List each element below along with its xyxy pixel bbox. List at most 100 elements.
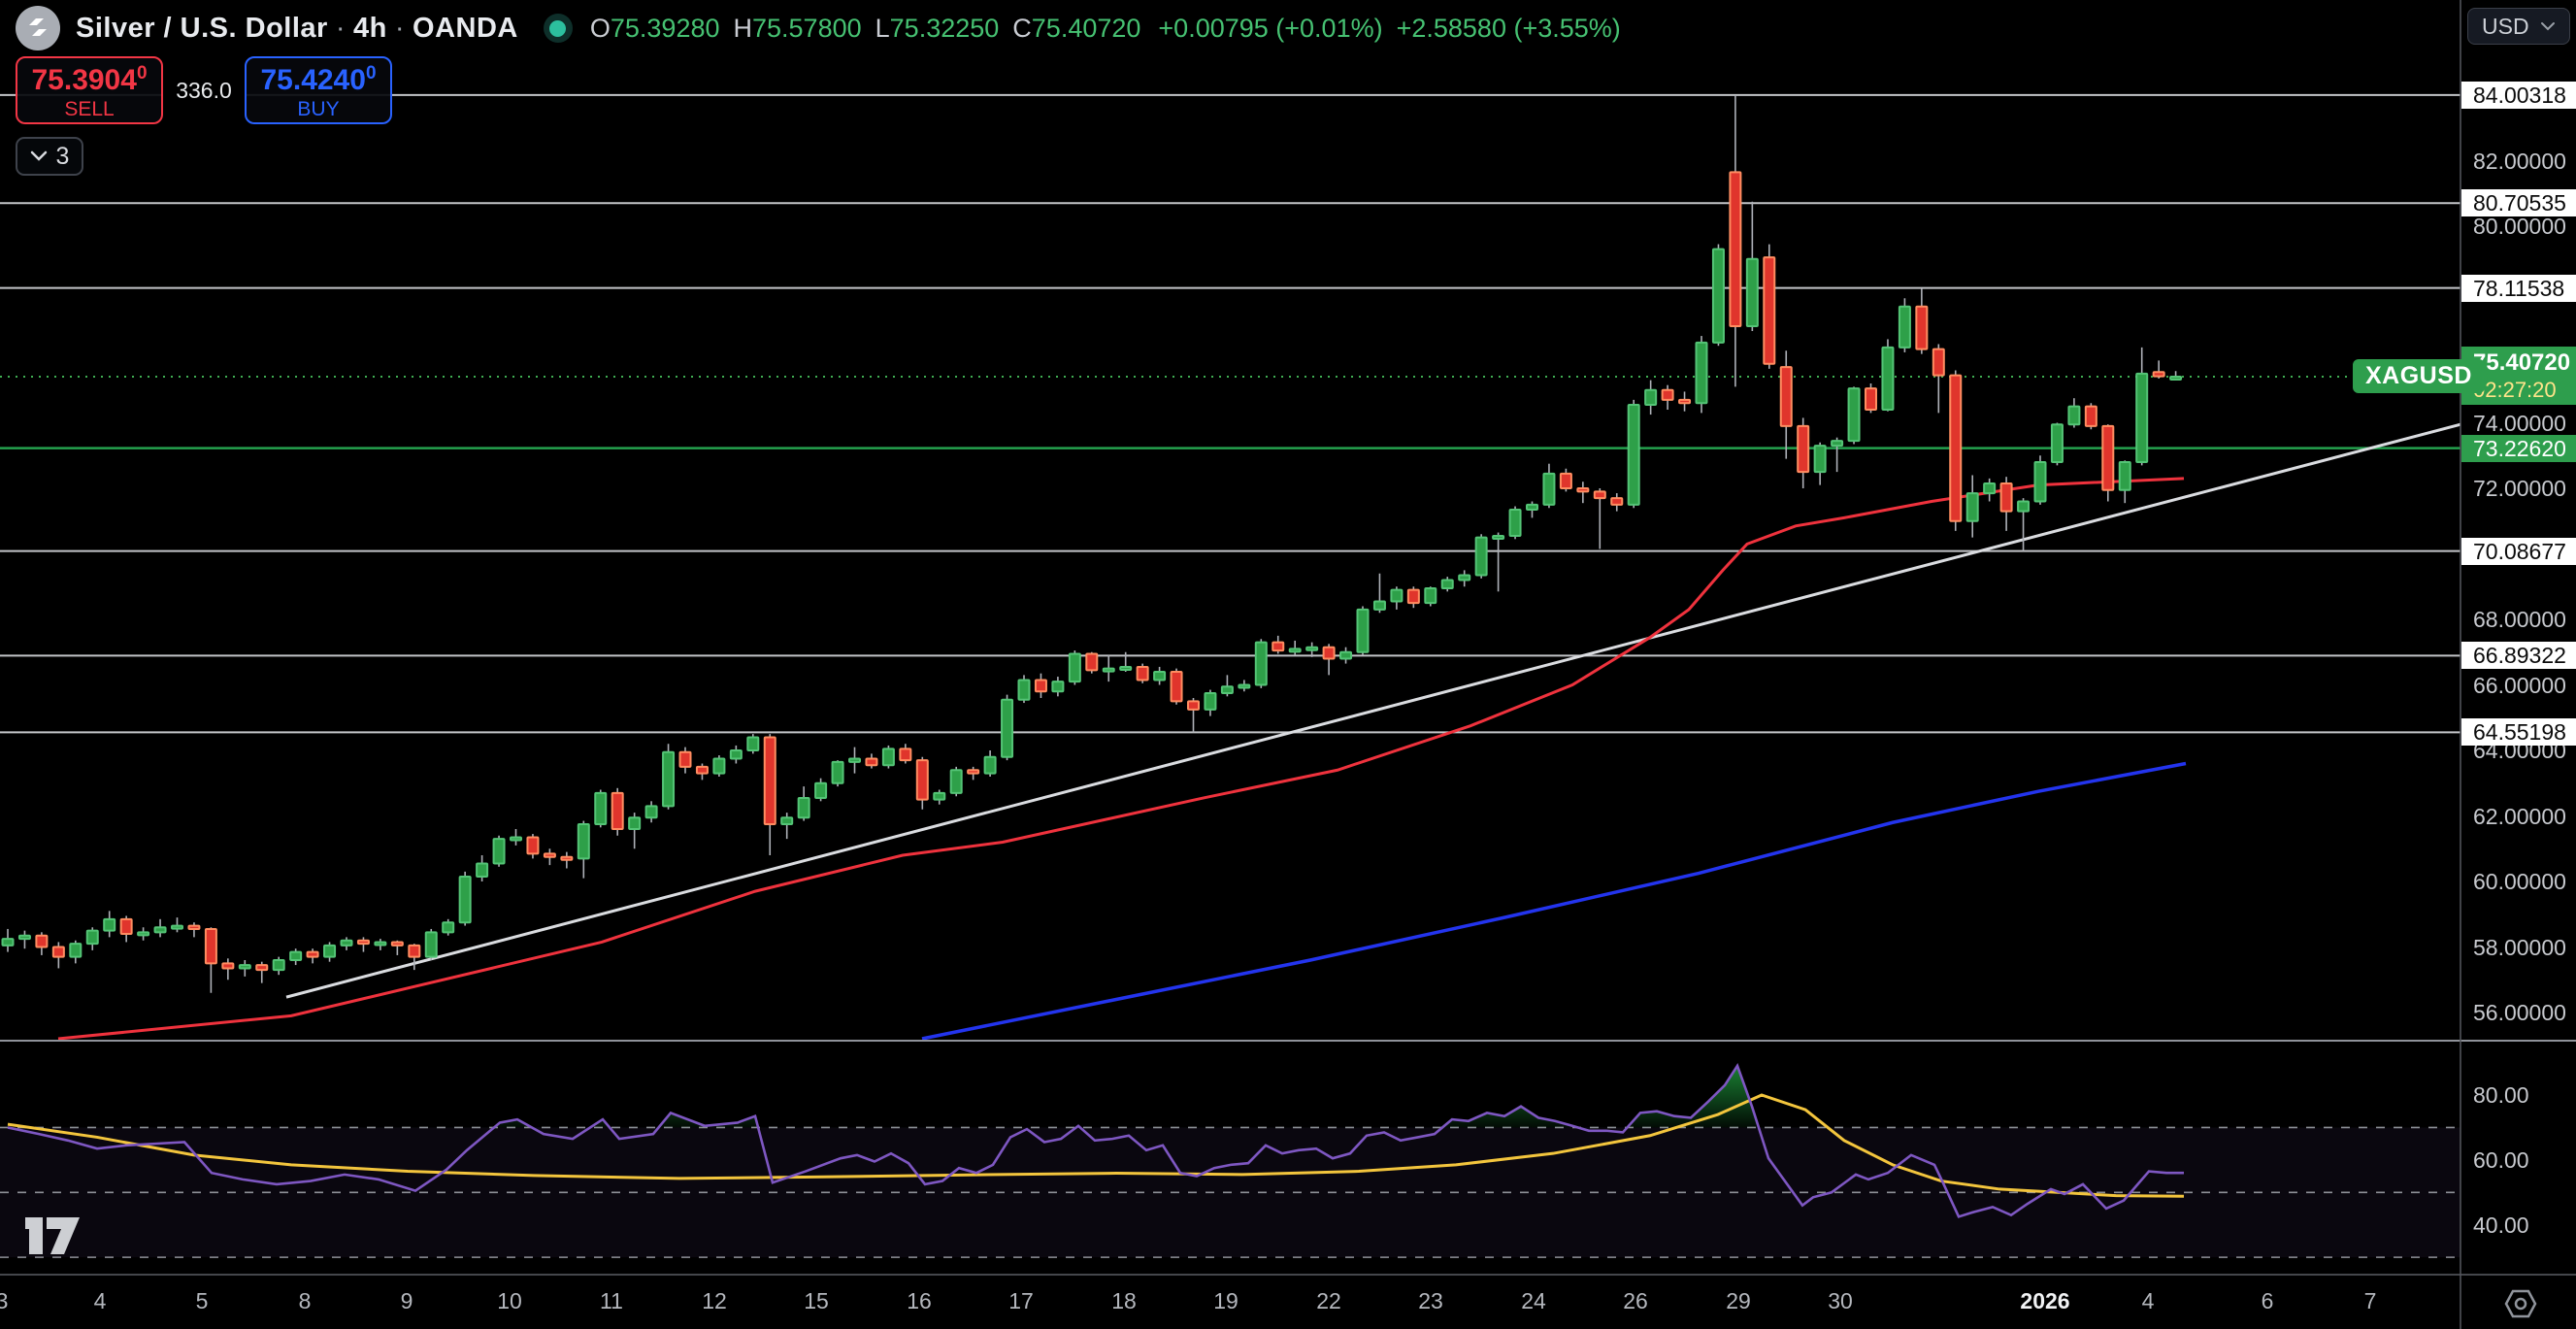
candle-down bbox=[1170, 671, 1183, 703]
candle-up bbox=[458, 875, 472, 924]
time-axis[interactable]: 3 4 5 8 9 10 11 12 15 16 17 18 19 22 23 24 26 29 30 2026 4 6 7 bbox=[0, 1276, 2461, 1329]
candle-up bbox=[1492, 534, 1505, 540]
candle-up bbox=[662, 750, 676, 808]
time-label: 5 bbox=[195, 1288, 209, 1313]
hexagon-settings-icon[interactable] bbox=[2502, 1285, 2539, 1322]
candle-up bbox=[476, 862, 489, 878]
instrument-logo-icon bbox=[16, 6, 60, 50]
candle-up bbox=[2050, 423, 2064, 463]
session-change-value: +2.58580 (+3.55%) bbox=[1396, 13, 1621, 43]
time-label: 24 bbox=[1521, 1288, 1546, 1313]
rsi-tick-label: 60.00 bbox=[2473, 1146, 2529, 1173]
candle-up bbox=[577, 822, 590, 860]
candle-up bbox=[1644, 388, 1658, 406]
main-pane[interactable] bbox=[0, 93, 2460, 1041]
candle-up bbox=[1204, 691, 1217, 711]
candle-up bbox=[1983, 482, 1997, 495]
sell-button[interactable]: 75.39040 SELL bbox=[16, 56, 163, 124]
candle-down bbox=[255, 964, 269, 972]
candle-up bbox=[1508, 508, 1522, 537]
price-tick-label: 56.00000 bbox=[2473, 1000, 2566, 1025]
time-label: 19 bbox=[1213, 1288, 1238, 1313]
separator: · bbox=[335, 12, 346, 44]
candle-up bbox=[510, 836, 522, 842]
candle-up bbox=[881, 748, 895, 767]
current-price-value: 75.40720 bbox=[2473, 349, 2571, 376]
candle-down bbox=[611, 791, 624, 830]
price-tick-label: 72.00000 bbox=[2473, 476, 2566, 501]
blue-ma-line bbox=[921, 761, 2187, 1041]
sr-price-label: 80.70535 bbox=[2461, 189, 2576, 217]
candle-down bbox=[1593, 490, 1606, 500]
candle-down bbox=[306, 950, 319, 958]
market-open-status-icon[interactable] bbox=[543, 14, 573, 43]
candle-up bbox=[644, 805, 658, 819]
candle-up bbox=[712, 757, 726, 775]
candle-up bbox=[1965, 492, 1979, 522]
candle-up bbox=[1813, 445, 1827, 474]
green-level-price-label: 73.22620 bbox=[2461, 434, 2576, 462]
candle-up bbox=[289, 950, 303, 961]
sr-price-label: 64.55198 bbox=[2461, 718, 2576, 747]
price-axis[interactable]: 82.0000080.0000076.0000074.0000072.00000… bbox=[2461, 0, 2576, 1275]
buy-button[interactable]: 75.42400 BUY bbox=[245, 56, 392, 124]
symbol-title[interactable]: Silver / U.S. Dollar · 4h · OANDA bbox=[76, 13, 518, 45]
candle-down bbox=[1085, 652, 1099, 672]
candle-down bbox=[119, 917, 133, 935]
time-label: 10 bbox=[497, 1288, 522, 1313]
candle-up bbox=[153, 926, 167, 934]
time-label: 4 bbox=[93, 1288, 107, 1313]
candle-down bbox=[1797, 424, 1810, 474]
spread-value: 336.0 bbox=[163, 74, 245, 107]
candle-up bbox=[1745, 257, 1759, 327]
open-value: 75.39280 bbox=[610, 13, 720, 43]
white-trendline bbox=[285, 422, 2460, 999]
candle-up bbox=[1526, 503, 1538, 511]
time-label: 4 bbox=[2141, 1288, 2155, 1313]
candle-down bbox=[1949, 374, 1963, 522]
candle-up bbox=[1458, 574, 1471, 581]
bar-countdown: 02:27:20 bbox=[2473, 378, 2557, 402]
time-label: 18 bbox=[1111, 1288, 1137, 1313]
candle-up bbox=[1390, 588, 1404, 603]
rsi-pane[interactable] bbox=[0, 1063, 2460, 1258]
candle-up bbox=[1474, 536, 1488, 577]
candle-up bbox=[1238, 683, 1251, 689]
candle-up bbox=[1001, 698, 1014, 758]
candle-up bbox=[1440, 579, 1454, 589]
time-label: 15 bbox=[804, 1288, 829, 1313]
candle-down bbox=[1865, 387, 1877, 411]
candle-down bbox=[526, 836, 540, 855]
candle-down bbox=[695, 765, 709, 775]
candle-up bbox=[628, 816, 642, 830]
currency-selector[interactable]: USD bbox=[2467, 8, 2570, 45]
symbol-price-line-pill: XAGUSD bbox=[2353, 359, 2485, 393]
candle-down bbox=[390, 941, 404, 947]
rsi-tick-label: 80.00 bbox=[2473, 1082, 2529, 1108]
candle-up bbox=[831, 760, 844, 784]
candle-up bbox=[1372, 600, 1386, 611]
candle-up bbox=[797, 796, 810, 819]
candle-up bbox=[1695, 341, 1708, 405]
trade-panel: 75.39040 SELL 336.0 75.42400 BUY bbox=[16, 56, 392, 124]
candle-down bbox=[1576, 487, 1590, 493]
collapsed-indicators-button[interactable]: 3 bbox=[16, 137, 83, 176]
rsi-line bbox=[7, 1063, 2184, 1218]
candle-up bbox=[1847, 387, 1861, 443]
candle-up bbox=[442, 921, 455, 934]
candle-down bbox=[1678, 398, 1692, 405]
price-tick-label: 74.00000 bbox=[2473, 410, 2566, 436]
candle-up bbox=[17, 934, 31, 941]
tradingview-logo-icon[interactable] bbox=[23, 1212, 85, 1260]
candle-up bbox=[1424, 586, 1437, 605]
red-ma-line bbox=[57, 477, 2185, 1041]
symbol-name: Silver / U.S. Dollar bbox=[76, 12, 328, 44]
candle-up bbox=[1288, 648, 1302, 653]
time-label: 3 bbox=[0, 1288, 9, 1313]
candle-down bbox=[204, 927, 217, 965]
candle-down bbox=[543, 852, 556, 858]
time-label: 6 bbox=[2261, 1288, 2274, 1313]
time-label: 12 bbox=[702, 1288, 727, 1313]
